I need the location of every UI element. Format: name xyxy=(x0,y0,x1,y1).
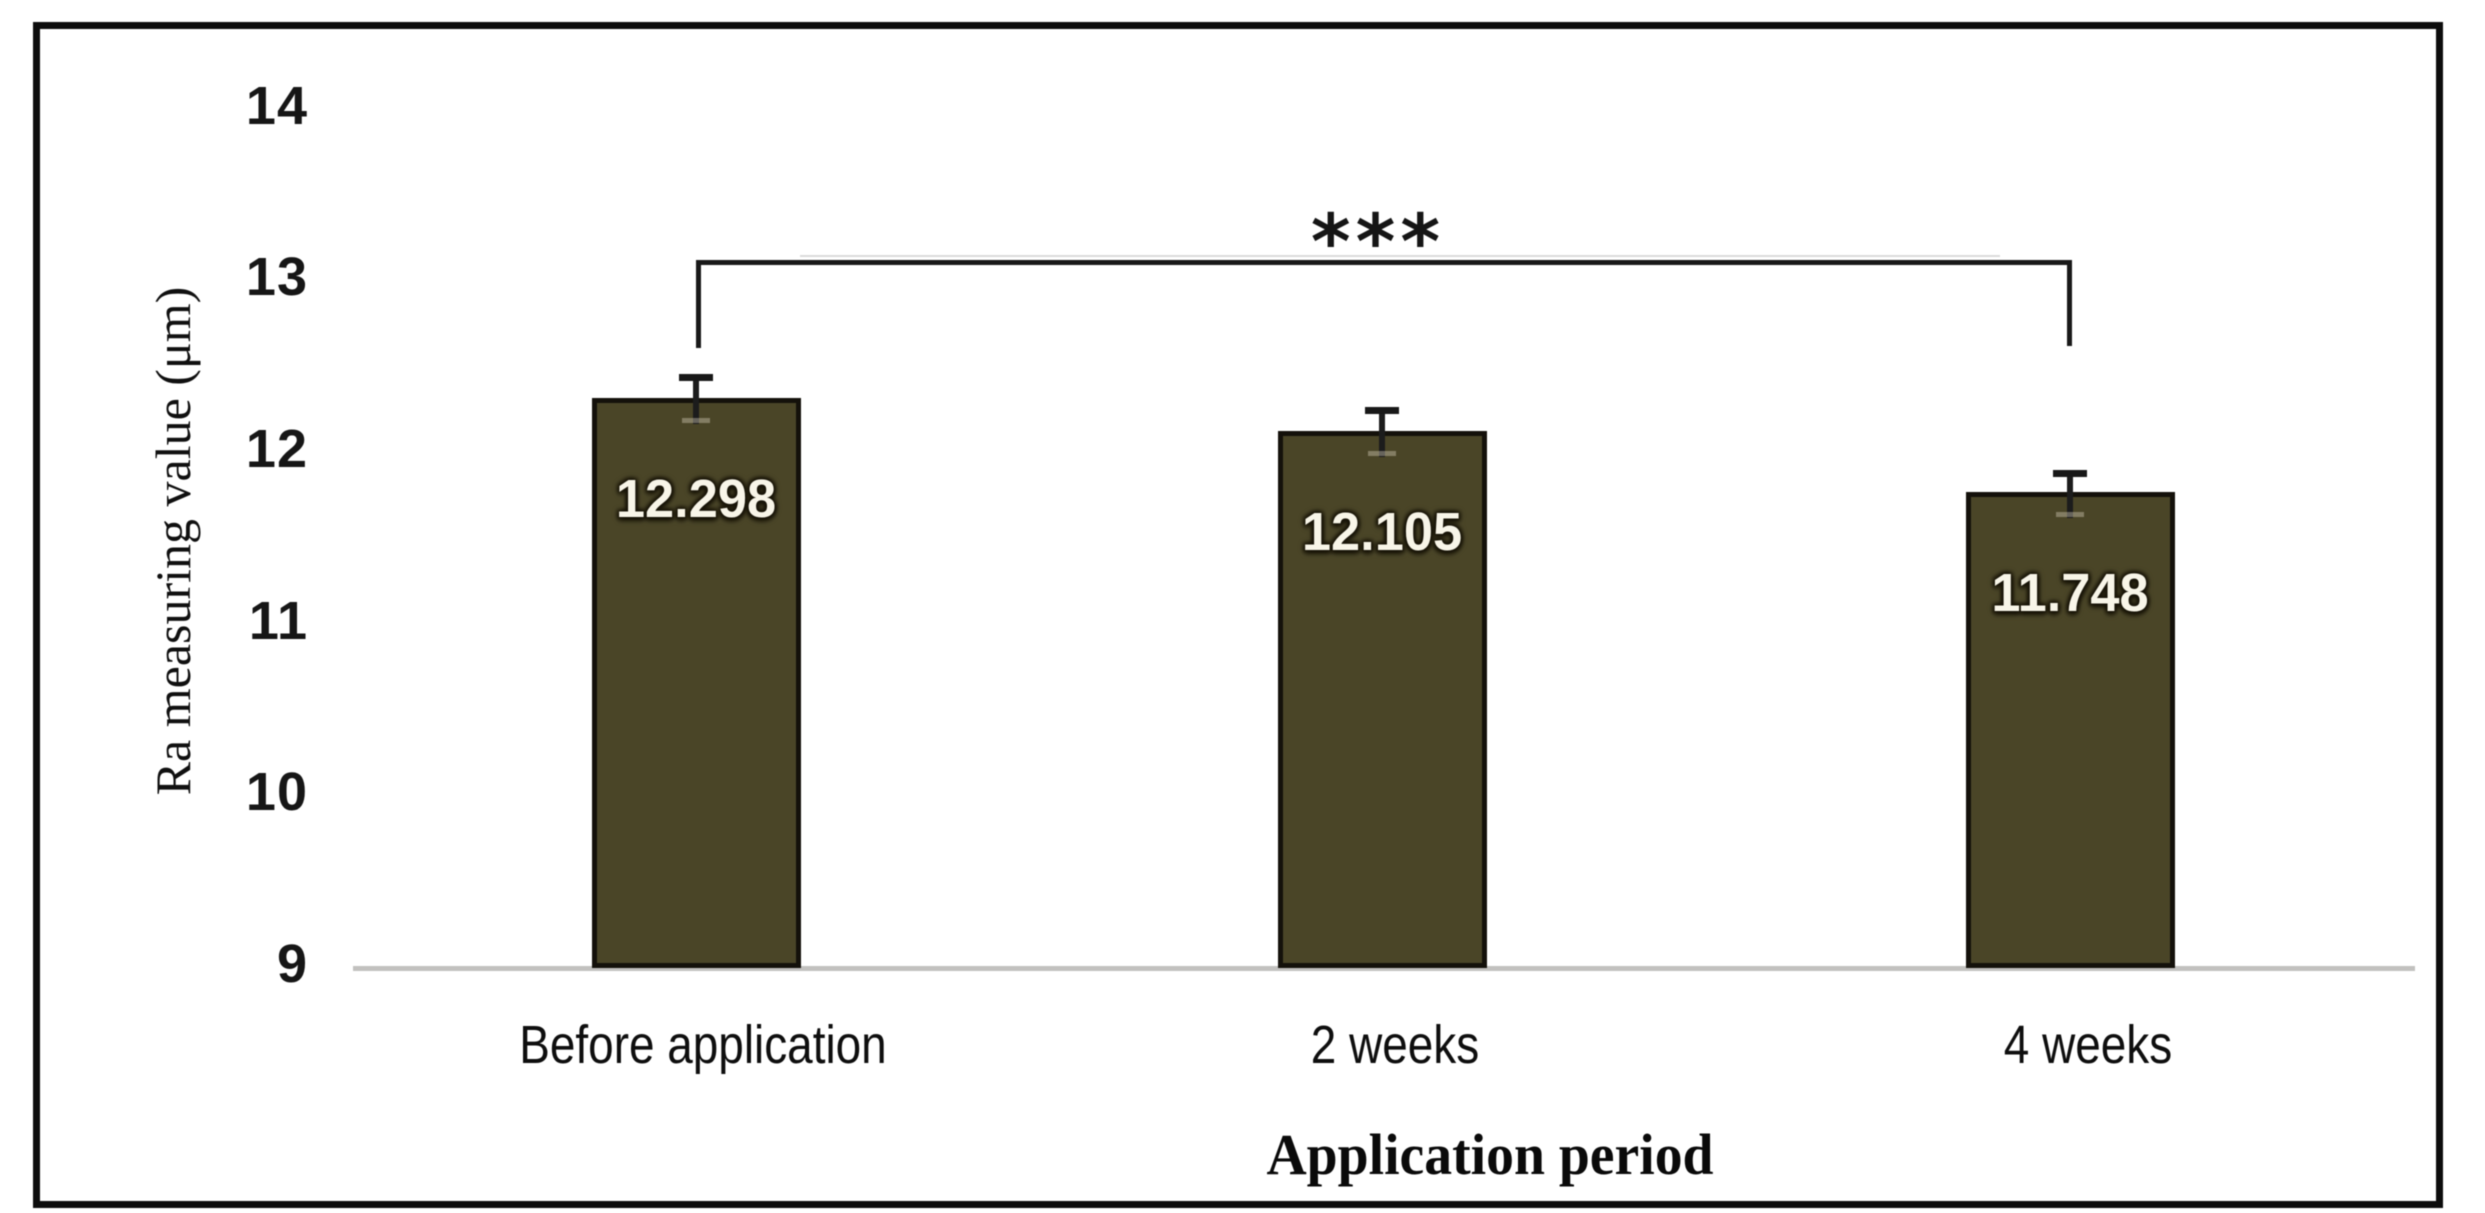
y-axis-title: Ra measuring value (μm) xyxy=(145,286,201,796)
x-category-label: 4 weeks xyxy=(2003,1015,2173,1075)
y-tick-label: 12 xyxy=(245,418,308,479)
significance-bracket-shadow xyxy=(800,255,2000,257)
bar xyxy=(1277,431,1487,968)
error-bar-lower-cap xyxy=(1368,451,1396,456)
error-bar-stem xyxy=(693,381,699,424)
x-axis-line xyxy=(353,966,2415,971)
y-tick-label: 11 xyxy=(248,590,308,651)
significance-bracket-horizontal xyxy=(696,260,2072,265)
error-bar-cap xyxy=(679,374,713,381)
significance-bracket-left-drop xyxy=(696,260,701,348)
error-bar-lower-cap xyxy=(682,418,710,423)
x-axis-title: Application period xyxy=(1266,1122,1714,1187)
significance-bracket-right-drop xyxy=(2067,260,2072,346)
y-tick-label: 9 xyxy=(276,934,308,994)
error-bar-stem xyxy=(1379,414,1385,457)
figure-frame: Ra measuring value (μm) 14 13 12 11 10 9 12.29… xyxy=(33,22,2443,1208)
error-bar-stem xyxy=(2067,477,2073,518)
bar xyxy=(1965,492,2175,968)
bar-value-label: 11.748 xyxy=(1991,563,2149,623)
bar-value-label: 12.298 xyxy=(615,469,777,529)
x-category-label: Before application xyxy=(519,1015,887,1075)
bar-value-label: 12.105 xyxy=(1301,502,1463,562)
error-bar-lower-cap xyxy=(2056,512,2084,517)
y-tick-label: 14 xyxy=(245,75,308,136)
x-category-label: 2 weeks xyxy=(1310,1015,1480,1075)
error-bar-cap xyxy=(1365,407,1399,414)
y-tick-label: 13 xyxy=(245,247,308,308)
error-bar-cap xyxy=(2053,470,2087,477)
significance-stars: *** xyxy=(1310,197,1446,286)
y-tick-label: 10 xyxy=(245,762,308,823)
